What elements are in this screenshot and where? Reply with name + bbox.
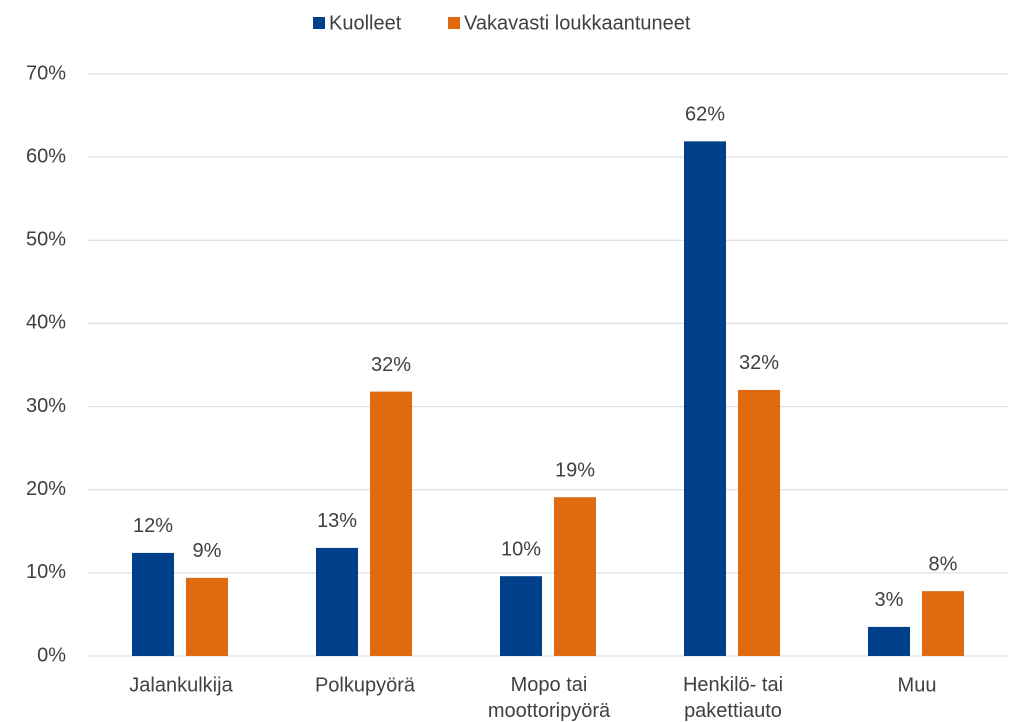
bar xyxy=(684,141,726,657)
legend-swatch xyxy=(313,17,325,29)
x-tick-label: Mopo tai moottoripyörä xyxy=(488,674,611,722)
value-label: 10% xyxy=(501,538,541,560)
value-label: 3% xyxy=(875,589,904,611)
x-tick-label: Henkilö- tai pakettiauto xyxy=(683,674,783,722)
bar xyxy=(868,626,910,656)
value-label: 19% xyxy=(555,459,595,481)
y-tick-label: 10% xyxy=(26,561,66,583)
value-label: 13% xyxy=(317,510,357,532)
value-label: 9% xyxy=(193,540,222,562)
legend-swatch xyxy=(448,17,460,29)
y-tick-label: 70% xyxy=(26,62,66,84)
bar xyxy=(922,591,964,656)
x-tick-label: Jalankulkija xyxy=(129,674,233,696)
legend-label: Vakavasti loukkaantuneet xyxy=(464,12,691,34)
bar xyxy=(554,497,596,656)
value-label: 32% xyxy=(739,352,779,374)
y-tick-label: 30% xyxy=(26,395,66,417)
legend-label: Kuolleet xyxy=(329,12,402,34)
bar xyxy=(186,577,228,656)
y-tick-label: 0% xyxy=(37,644,66,666)
x-tick-label: Muu xyxy=(898,674,937,696)
bar xyxy=(316,547,358,656)
bar xyxy=(370,391,412,656)
y-tick-label: 50% xyxy=(26,229,66,251)
value-label: 62% xyxy=(685,104,725,126)
bar xyxy=(738,389,780,656)
x-tick-label: Polkupyörä xyxy=(315,674,416,696)
value-label: 12% xyxy=(133,515,173,537)
bar xyxy=(500,576,542,656)
y-tick-label: 60% xyxy=(26,145,66,167)
bar xyxy=(132,552,174,656)
value-label: 32% xyxy=(371,354,411,376)
value-label: 8% xyxy=(929,553,958,575)
y-tick-label: 20% xyxy=(26,478,66,500)
y-tick-label: 40% xyxy=(26,312,66,334)
